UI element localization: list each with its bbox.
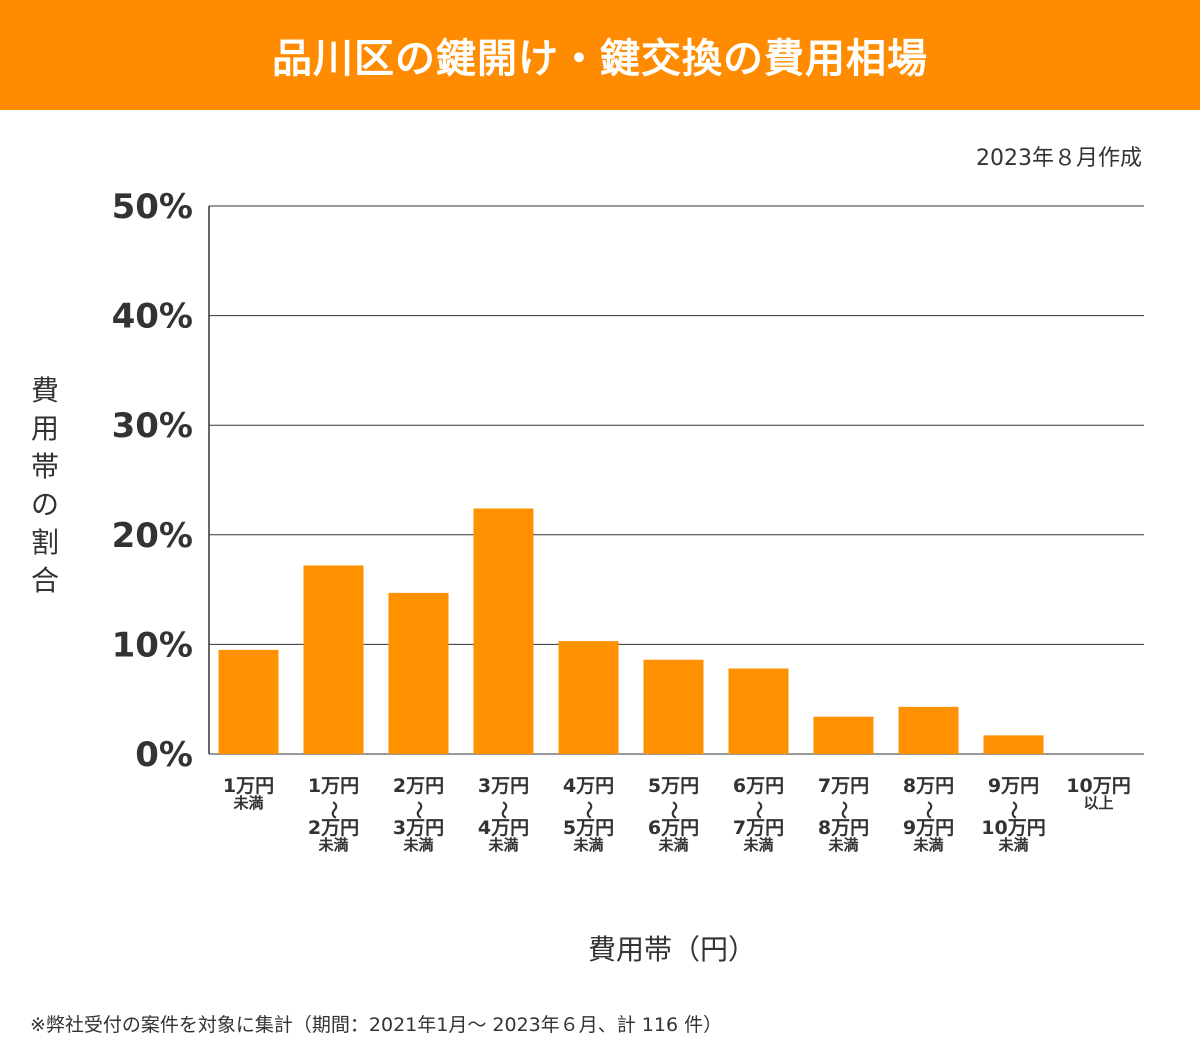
x-tick-label-tilde: 〜 bbox=[918, 801, 939, 819]
x-tick-label: 6万円 bbox=[733, 775, 784, 797]
bar bbox=[388, 592, 449, 754]
bar bbox=[218, 649, 279, 754]
x-tick-label: 5万円 bbox=[648, 775, 699, 797]
x-tick-label-tilde: 〜 bbox=[1003, 801, 1024, 819]
x-tick-label: 3万円 bbox=[478, 775, 529, 797]
x-tick-label: 7万円 bbox=[733, 817, 784, 839]
bar bbox=[813, 716, 874, 754]
x-tick-label: 10万円 bbox=[981, 817, 1045, 839]
y-axis-label: 費用帯の割合 bbox=[30, 374, 59, 597]
x-tick-label: 未満 bbox=[657, 836, 688, 854]
x-tick-label: 9万円 bbox=[903, 817, 954, 839]
x-tick-label: 3万円 bbox=[393, 817, 444, 839]
footnote: ※弊社受付の案件を対象に集計（期間：2021年1月～ 2023年６月、計 116… bbox=[30, 1014, 723, 1036]
x-tick-label: 未満 bbox=[997, 836, 1028, 854]
x-tick-label: 未満 bbox=[572, 836, 603, 854]
x-tick-label: 未満 bbox=[742, 836, 773, 854]
x-tick-label: 未満 bbox=[232, 794, 263, 812]
bar bbox=[643, 659, 704, 754]
chart-title: 品川区の鍵開け・鍵交換の費用相場 bbox=[0, 0, 1200, 110]
bar bbox=[473, 508, 534, 754]
date-note: 2023年８月作成 bbox=[976, 146, 1142, 171]
y-tick-label: 50% bbox=[112, 187, 193, 227]
x-tick-label: 1万円 bbox=[223, 775, 274, 797]
x-tick-label: 2万円 bbox=[393, 775, 444, 797]
x-tick-label: 10万円 bbox=[1066, 775, 1130, 797]
x-tick-label: 8万円 bbox=[903, 775, 954, 797]
bar bbox=[983, 735, 1044, 754]
x-tick-label: 未満 bbox=[317, 836, 348, 854]
x-tick-label: 未満 bbox=[402, 836, 433, 854]
x-tick-label: 9万円 bbox=[988, 775, 1039, 797]
x-tick-label: 未満 bbox=[912, 836, 943, 854]
x-tick-label: 5万円 bbox=[563, 817, 614, 839]
bar bbox=[303, 565, 364, 754]
x-tick-label-tilde: 〜 bbox=[833, 801, 854, 819]
x-tick-label: 2万円 bbox=[308, 817, 359, 839]
x-tick-label-tilde: 〜 bbox=[748, 801, 769, 819]
x-tick-label-tilde: 〜 bbox=[323, 801, 344, 819]
bar bbox=[728, 668, 789, 754]
y-tick-label: 40% bbox=[112, 297, 193, 337]
x-tick-label-tilde: 〜 bbox=[663, 801, 684, 819]
x-axis-label: 費用帯（円） bbox=[588, 933, 757, 966]
x-tick-label-tilde: 〜 bbox=[578, 801, 599, 819]
x-tick-label: 未満 bbox=[487, 836, 518, 854]
bar bbox=[558, 641, 619, 754]
x-tick-label: 8万円 bbox=[818, 817, 869, 839]
bar bbox=[898, 706, 959, 754]
x-tick-label: 4万円 bbox=[563, 775, 614, 797]
y-tick-label: 20% bbox=[112, 516, 193, 556]
y-tick-label: 30% bbox=[112, 406, 193, 446]
x-tick-label: 以上 bbox=[1083, 794, 1113, 812]
x-tick-label: 未満 bbox=[827, 836, 858, 854]
x-tick-label: 4万円 bbox=[478, 817, 529, 839]
x-tick-label-tilde: 〜 bbox=[493, 801, 514, 819]
x-tick-label: 6万円 bbox=[648, 817, 699, 839]
x-tick-label-tilde: 〜 bbox=[408, 801, 429, 819]
y-tick-label: 10% bbox=[112, 625, 193, 665]
x-tick-label: 1万円 bbox=[308, 775, 359, 797]
y-tick-label: 0% bbox=[135, 735, 193, 775]
x-tick-label: 7万円 bbox=[818, 775, 869, 797]
